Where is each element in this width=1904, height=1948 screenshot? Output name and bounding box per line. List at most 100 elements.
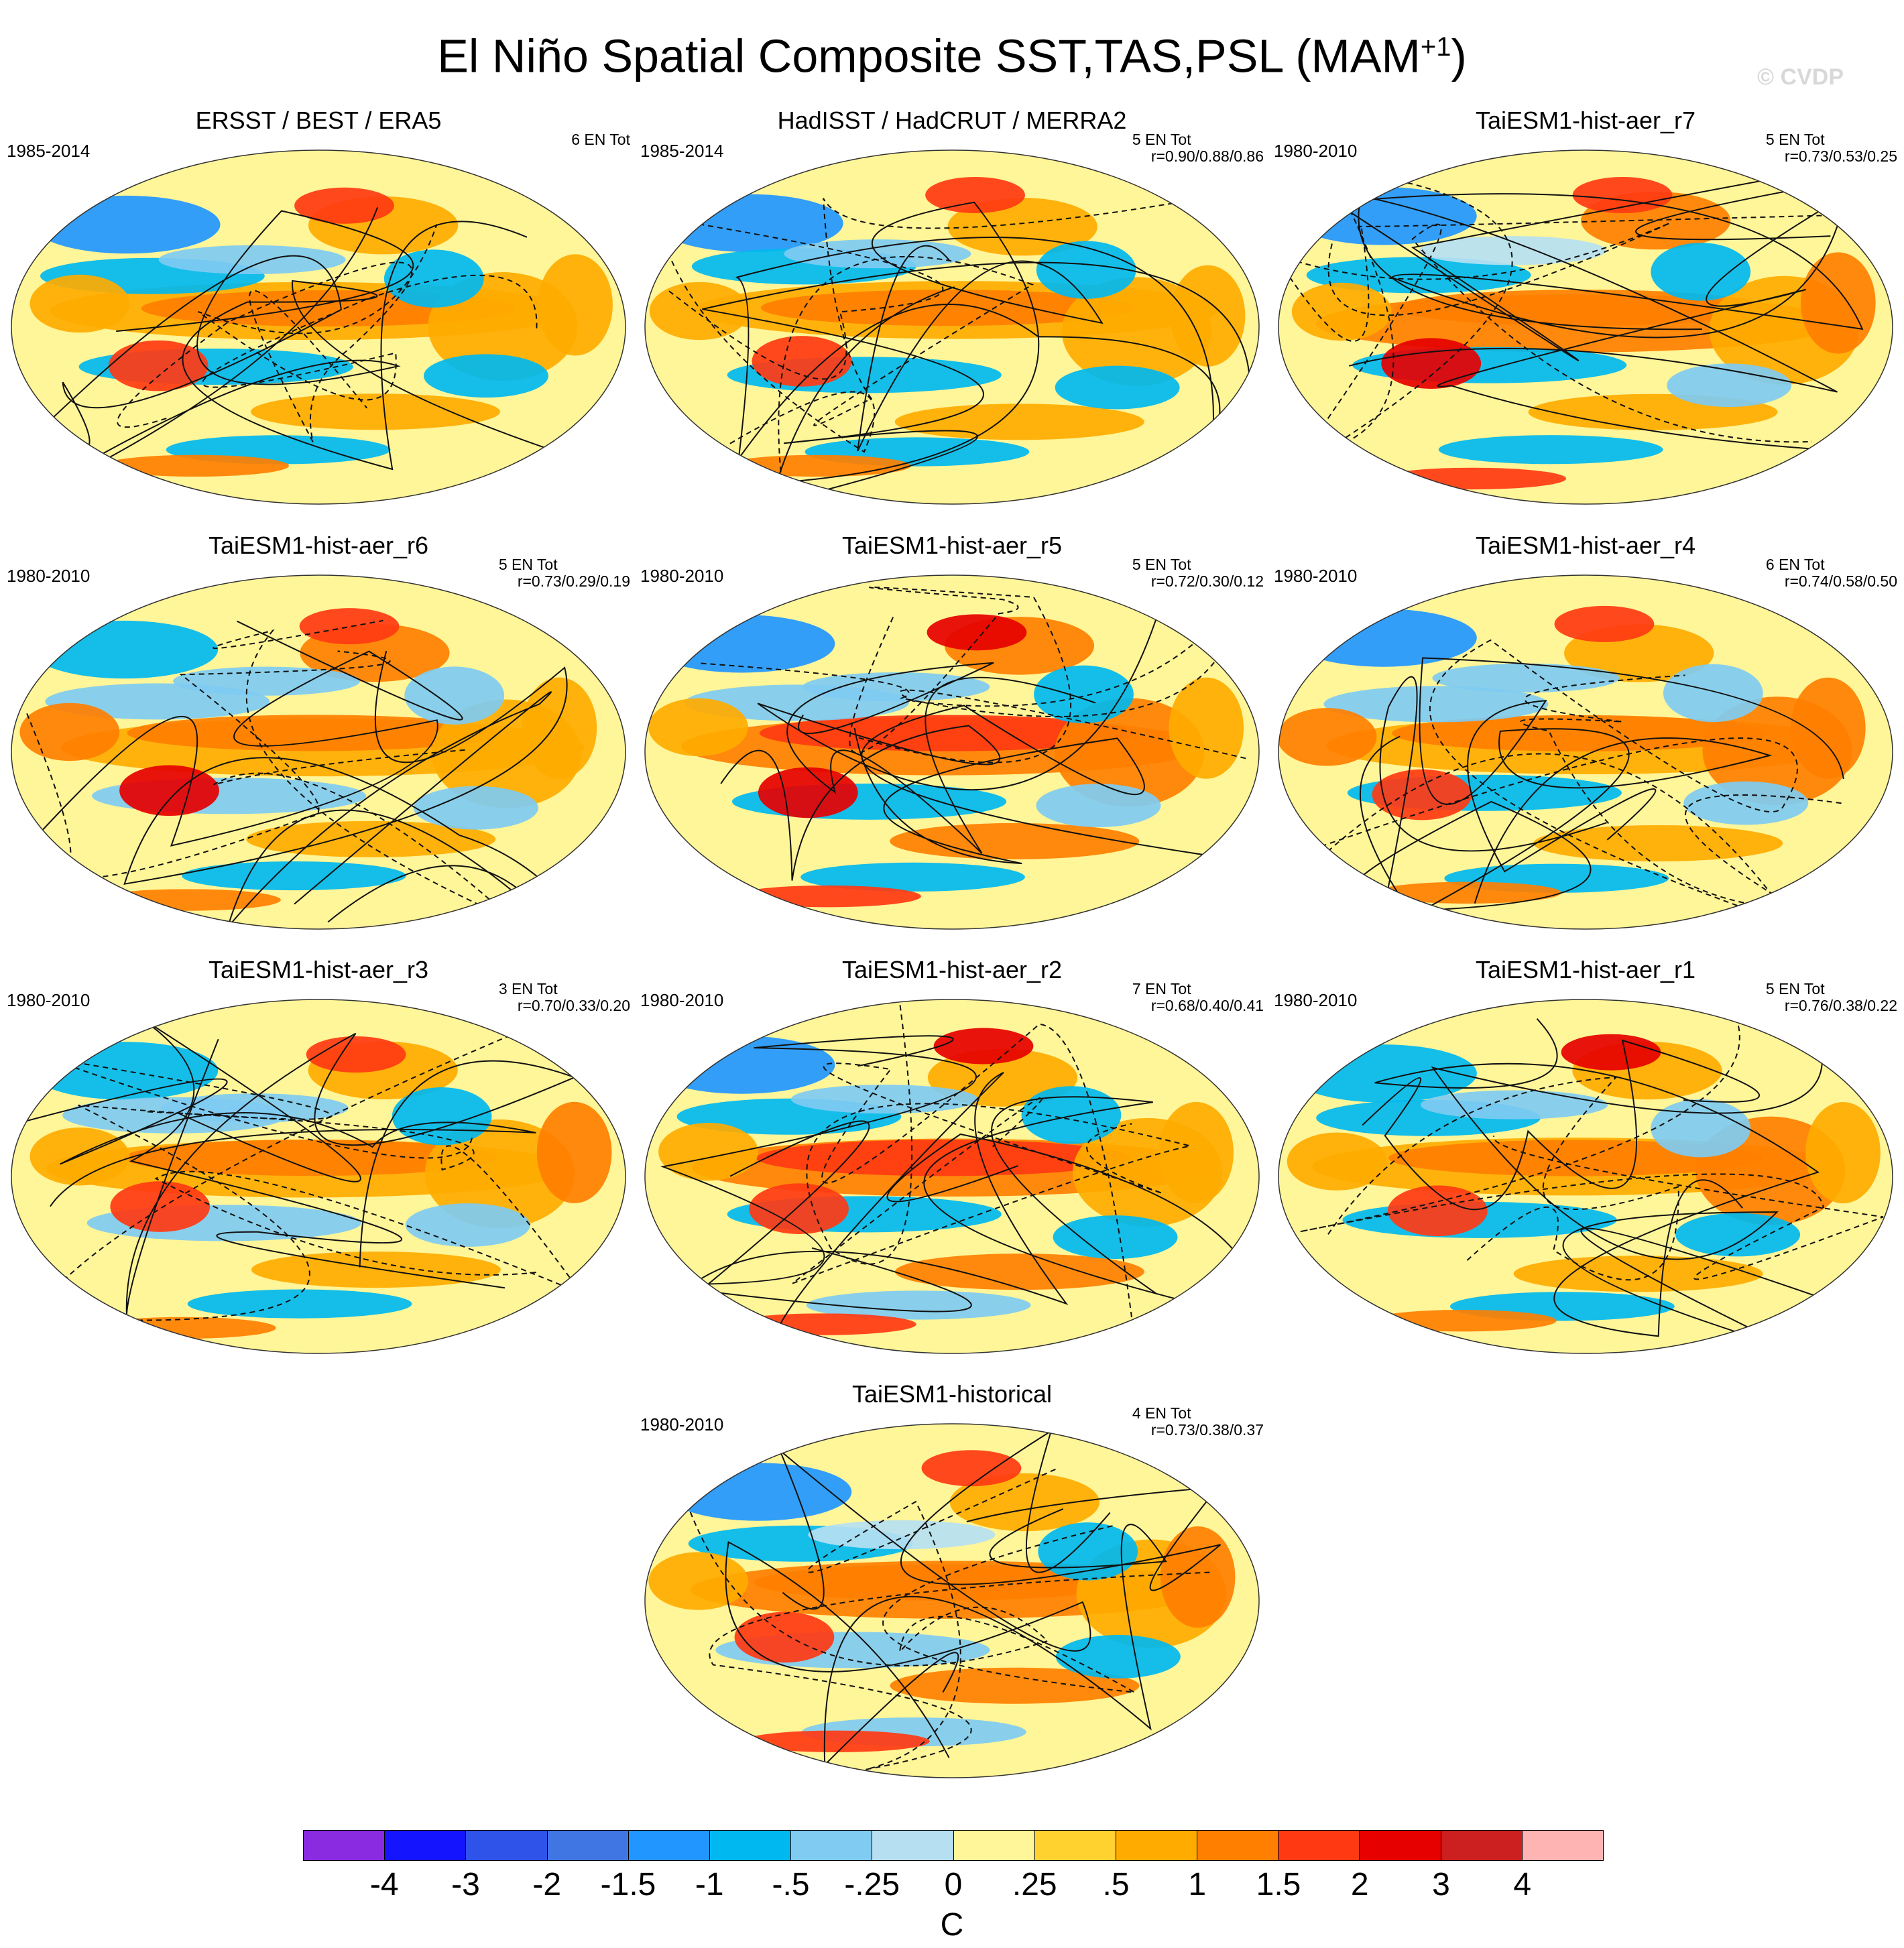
anomaly-region [127,715,501,751]
anomaly-region [306,1036,406,1073]
anomaly-region [1055,1635,1181,1679]
anomaly-region [31,620,219,679]
anomaly-region [1160,1526,1236,1628]
colorbar-tick-label: .5 [1102,1867,1130,1902]
anomaly-region [729,1313,916,1335]
panel-period: 1980-2010 [640,990,724,1010]
psl-contour [849,586,1072,764]
colorbar-tick-label: -.25 [844,1867,900,1902]
anomaly-region [1323,686,1549,723]
map-panel-r1: TaiESM1-hist-aer_r1 1980-2010 5 EN Tot r=… [1274,955,1897,1357]
colorbar-swatch [1197,1831,1279,1860]
psl-contour [182,221,567,471]
anomaly-region [733,885,921,908]
anomaly-region [648,1552,749,1610]
panel-period: 1980-2010 [640,1414,724,1435]
anomaly-region [1381,338,1482,389]
panel-title: ERSST / BEST / ERA5 [195,107,442,134]
psl-contour [1299,999,1884,1280]
anomaly-region [742,1730,930,1752]
map-panel-r2: TaiESM1-hist-aer_r2 1980-2010 7 EN Tot r=… [640,955,1264,1357]
colorbar-swatch [1522,1831,1603,1860]
anomaly-region [648,698,748,757]
anomaly-region [1158,1101,1234,1204]
colorbar-tick-label: 4 [1513,1867,1532,1902]
panel-title: TaiESM1-hist-aer_r4 [1475,532,1696,559]
panel-en-count: 6 EN Tot r=0.74/0.58/0.50 [1765,556,1897,590]
map-outline [1278,149,1893,505]
anomaly-region [921,1450,1022,1487]
anomaly-region [1392,715,1767,751]
anomaly-region [1053,1215,1178,1259]
colorbar-tick-label: .25 [1012,1867,1057,1902]
anomaly-region [756,1140,1130,1176]
psl-contour [123,650,585,928]
anomaly-region [802,672,990,702]
colorbar-swatch [1034,1831,1116,1860]
panel-correlation: r=0.70/0.33/0.20 [517,997,630,1014]
psl-contour [656,216,944,453]
panel-en-count: 5 EN Tot r=0.76/0.38/0.22 [1765,980,1897,1014]
panel-en-count: 6 EN Tot [571,131,630,148]
panel-correlation: r=0.90/0.88/0.86 [1150,147,1264,165]
anomaly-region [658,1122,758,1181]
anomaly-region [648,1036,835,1094]
panel-en-count: 4 EN Tot r=0.73/0.38/0.37 [1132,1404,1264,1439]
anomaly-region [1291,282,1392,341]
world-map [644,1423,1260,1778]
world-map [1278,149,1893,505]
anomaly-region [182,861,406,891]
colorbar-tick-label: -1 [695,1867,724,1902]
main-title: El Niño Spatial Composite SST,TAS,PSL (M… [437,29,1467,82]
panel-period: 1980-2010 [7,566,91,586]
colorbar-swatch [953,1831,1035,1860]
anomaly-region [1432,663,1620,693]
map-panel-r7: TaiESM1-hist-aer_r7 1980-2010 5 EN Tot r=… [1274,106,1897,508]
anomaly-region [1683,781,1809,825]
colorbar-swatch [547,1831,629,1860]
psl-contour [41,620,463,847]
psl-contour [1359,728,1773,917]
anomaly-region [119,765,219,816]
colorbar-tick-label: 1.5 [1256,1867,1301,1902]
world-map [11,999,626,1354]
panel-period: 1980-2010 [1274,566,1358,586]
world-map [11,574,626,930]
map-outline [644,999,1260,1354]
panel-period: 1980-2010 [640,566,724,586]
map-panel-ersst: ERSST / BEST / ERA5 1985-2014 6 EN Tot [7,106,630,508]
colorbar-swatch [791,1831,873,1860]
anomaly-region [158,245,346,275]
panel-correlation: r=0.74/0.58/0.50 [1784,572,1897,590]
colorbar-swatch [872,1831,954,1860]
panel-correlation: r=0.73/0.38/0.37 [1150,1421,1264,1439]
colorbar-swatch [1116,1831,1198,1860]
map-panel-r4: TaiESM1-hist-aer_r4 1980-2010 6 EN Tot r=… [1274,531,1897,933]
anomaly-region [1170,265,1246,367]
psl-contour [853,705,1259,865]
anomaly-region [749,1183,849,1234]
anomaly-region [649,282,750,341]
world-map [644,149,1260,505]
map-panel-r3: TaiESM1-hist-aer_r3 1980-2010 3 EN Tot r=… [7,955,630,1357]
anomaly-region [404,666,505,725]
map-outline [644,1423,1260,1778]
anomaly-region [1791,677,1866,779]
colorbar-tick-label: 3 [1432,1867,1450,1902]
anomaly-region [1287,1132,1387,1191]
anomaly-region [806,1290,1031,1320]
anomaly-region [925,176,1025,213]
anomaly-region [1289,1044,1477,1103]
panel-title: TaiESM1-hist-aer_r7 [1475,107,1696,134]
colorbar-unit: C [940,1907,964,1943]
anomaly-region [405,1203,530,1247]
panel-en-count: 7 EN Tot r=0.68/0.40/0.41 [1132,980,1264,1014]
panel-title: HadISST / HadCRUT / MERRA2 [777,107,1127,134]
colorbar-tick-labels: -4 -3 -2 -1.5 -1 -.5 -.25 0 .25 .5 1 1.5 2 3 4 [303,1866,1604,1906]
panel-title: TaiESM1-hist-aer_r3 [208,956,429,983]
psl-contour [699,591,1246,759]
map-outline [11,999,626,1354]
world-map [1278,999,1893,1354]
panel-period: 1985-2014 [7,141,91,161]
psl-contour [668,1441,1135,1693]
